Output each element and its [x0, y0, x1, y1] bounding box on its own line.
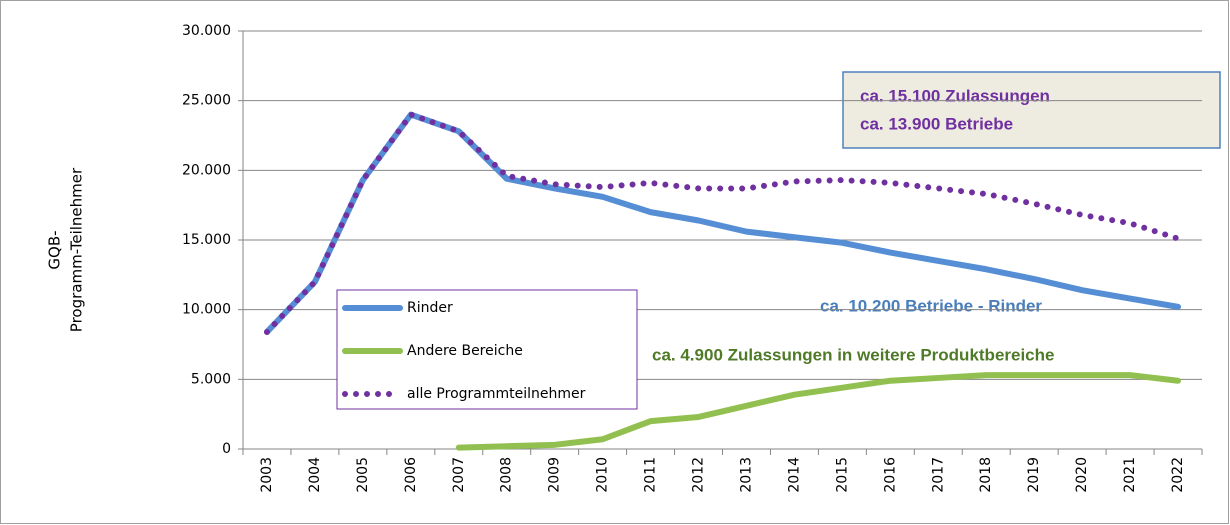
note-box: [842, 71, 1221, 149]
x-tick-label: 2014: [786, 457, 802, 493]
x-tick-label: 2021: [1122, 457, 1138, 493]
x-tick-label: 2018: [978, 457, 994, 493]
annotation: ca. 4.900 Zulassungen in weitere Produkt…: [652, 345, 1054, 364]
x-tick-label: 2010: [595, 457, 611, 493]
y-tick-label: 15.000: [182, 232, 231, 248]
legend-label: Rinder: [407, 300, 453, 316]
x-tick-label: 2019: [1026, 457, 1042, 493]
series-line: [263, 111, 1182, 335]
x-tick-label: 2015: [834, 457, 850, 493]
x-tick-label: 2007: [451, 457, 467, 493]
x-tick-label: 2004: [307, 457, 323, 493]
y-tick-label: 30.000: [182, 23, 231, 39]
x-tick-label: 2003: [259, 457, 275, 493]
x-tick-label: 2009: [547, 457, 563, 493]
series-line: [263, 111, 1182, 335]
legend: Rinder Andere Bereiche alle Programmteilne…: [336, 289, 638, 410]
x-tick-label: 2017: [930, 457, 946, 493]
x-tick-label: 2012: [691, 457, 707, 493]
legend-label: alle Programmteilnehmer: [407, 386, 586, 402]
x-tick-label: 2022: [1170, 457, 1186, 493]
series-line: [455, 372, 1182, 451]
x-tick-label: 2006: [403, 457, 419, 493]
y-tick-label: 20.000: [182, 162, 231, 178]
y-tick-label: 25.000: [182, 93, 231, 109]
legend-label: Andere Bereiche: [407, 343, 523, 359]
x-tick-label: 2005: [355, 457, 371, 493]
annotation: ca. 10.200 Betriebe - Rinder: [820, 296, 1042, 315]
x-tick-label: 2011: [643, 457, 659, 493]
x-tick-label: 2020: [1074, 457, 1090, 493]
y-tick-label: 5.000: [191, 371, 231, 387]
note-line: ca. 13.900 Betriebe: [860, 114, 1013, 133]
y-axis-label: Programm-Teilnehmer: [68, 167, 86, 332]
x-tick-label: 2016: [882, 457, 898, 493]
y-tick-label: 10.000: [182, 302, 231, 318]
x-tick-label: 2013: [738, 457, 754, 493]
y-axis-label: GQB-: [46, 230, 64, 269]
x-tick-label: 2008: [499, 457, 515, 493]
y-tick-label: 0: [222, 441, 231, 457]
note-line: ca. 15.100 Zulassungen: [860, 86, 1050, 105]
